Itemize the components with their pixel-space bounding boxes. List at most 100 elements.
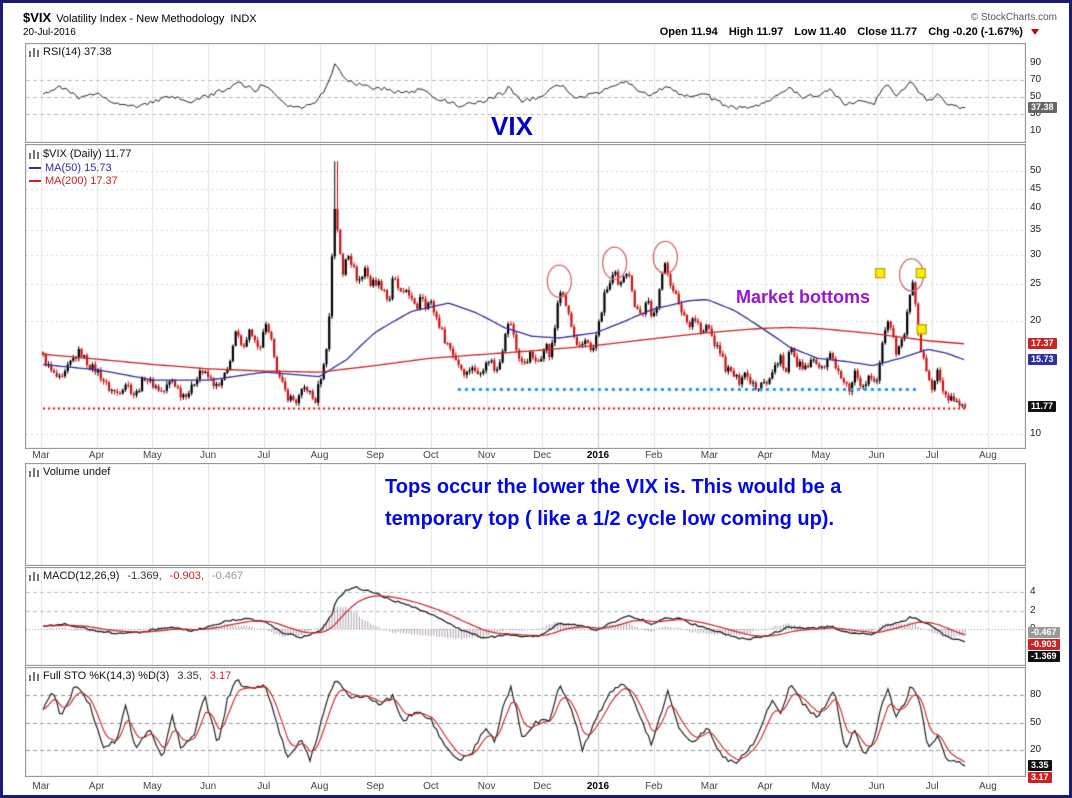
- ohlc-quote: Open 11.94 High 11.97 Low 11.40 Close 11.77 …: [652, 26, 1039, 38]
- price-legend-main: $VIX (Daily) 11.77: [29, 148, 131, 160]
- macd-legend: MACD(12,26,9) -1.369, -0.903, -0.467: [29, 570, 243, 582]
- month-label: Mar: [700, 781, 718, 792]
- month-label: Aug: [978, 450, 997, 461]
- high-label: High: [728, 26, 754, 38]
- open-label: Open: [659, 26, 688, 38]
- volume-legend: Volume undef: [29, 466, 110, 478]
- low-value: 11.40: [819, 26, 847, 38]
- axis-tick-label: 4: [1030, 586, 1036, 598]
- last-value-box: -0.903: [1028, 639, 1060, 651]
- close-label: Close: [857, 26, 888, 38]
- axis-tick-label: 2: [1030, 604, 1036, 616]
- axis-tick-label: 30: [1030, 248, 1042, 260]
- market-bottoms-annotation: Market bottoms: [736, 287, 871, 307]
- axis-tick-label: 30: [1030, 107, 1042, 119]
- axis-tick-label: 40: [1030, 201, 1042, 213]
- last-value-box: 3.17: [1028, 771, 1052, 783]
- ticker-symbol: $VIX: [23, 10, 52, 25]
- month-label: Jul: [925, 450, 939, 461]
- macd-value-2: -0.903,: [169, 570, 204, 582]
- sto-panel-canvas: [25, 667, 1026, 777]
- volume-legend-text: Volume undef: [43, 466, 111, 478]
- macd-value-1: -1.369,: [127, 570, 162, 582]
- axis-tick-label: 20: [1030, 744, 1042, 756]
- month-label: Jun: [200, 781, 217, 792]
- month-label: 2016: [586, 450, 610, 461]
- axis-tick-label: 80: [1030, 688, 1042, 700]
- ma200-line-swatch: [29, 180, 41, 182]
- month-label: Aug: [310, 781, 329, 792]
- sto-legend-name: Full STO %K(14,3) %D(3): [43, 670, 170, 682]
- month-label: Mar: [32, 781, 50, 792]
- axis-tick-label: 90: [1030, 57, 1042, 69]
- sto-legend: Full STO %K(14,3) %D(3) 3.35, 3.17: [29, 670, 231, 682]
- month-label: Jul: [257, 781, 271, 792]
- month-label: Apr: [757, 781, 773, 792]
- month-label: Nov: [477, 450, 496, 461]
- axis-tick-label: 10: [1030, 124, 1042, 136]
- month-label: Feb: [645, 450, 663, 461]
- month-label: Dec: [533, 450, 552, 461]
- last-value-box: -0.467: [1028, 627, 1060, 639]
- last-value-box: 37.38: [1028, 101, 1057, 113]
- chart-title: Volatility Index - New Methodology: [56, 13, 225, 25]
- axis-tick-label: 20: [1030, 314, 1042, 326]
- month-label: Apr: [88, 450, 105, 461]
- month-label: Jul: [925, 781, 939, 792]
- month-label: Jun: [868, 450, 885, 461]
- month-label: Feb: [645, 781, 663, 792]
- month-label: Oct: [423, 450, 439, 461]
- month-label: Aug: [310, 450, 329, 461]
- axis-tick-label: 35: [1030, 223, 1042, 235]
- last-value-box: 17.37: [1028, 337, 1057, 349]
- note-annotation: Tops occur the lower the VIX is. This wo…: [385, 471, 841, 535]
- panel-type-icon: [29, 48, 39, 57]
- chart-date: 20-Jul-2016: [23, 27, 76, 38]
- price-legend-ma200: MA(200) 17.37: [29, 175, 118, 187]
- rsi-panel-canvas: [25, 43, 1026, 143]
- panel-type-icon: [29, 150, 39, 159]
- month-label: Nov: [477, 781, 496, 792]
- axis-tick-label: 25: [1030, 278, 1042, 290]
- panel-type-icon: [29, 468, 39, 477]
- month-label: Aug: [978, 781, 997, 792]
- axis-tick-label: 50: [1030, 165, 1042, 177]
- exchange-label: INDX: [230, 13, 257, 25]
- month-label: May: [142, 781, 162, 792]
- month-label: May: [142, 450, 162, 461]
- last-value-box: 3.35: [1028, 759, 1052, 771]
- axis-tick-label: 50: [1030, 716, 1042, 728]
- month-label: Jun: [868, 781, 885, 792]
- note-line-2: temporary top ( like a 1/2 cycle low com…: [385, 508, 835, 530]
- month-label: Jun: [200, 450, 217, 461]
- header-row: $VIX Volatility Index - New Methodology IN…: [23, 10, 257, 25]
- panel-type-icon: [29, 572, 39, 581]
- month-label: Sep: [366, 450, 385, 461]
- ma200-legend-text: MA(200) 17.37: [45, 175, 118, 187]
- high-value: 11.97: [756, 26, 784, 38]
- panel-type-icon: [29, 672, 39, 681]
- rsi-legend: RSI(14) 37.38: [29, 46, 111, 58]
- price-panel-canvas: [25, 144, 1026, 449]
- month-label: Sep: [366, 781, 385, 792]
- vix-annotation: VIX: [491, 111, 533, 141]
- month-label: Oct: [423, 781, 439, 792]
- stockcharts-credit: © StockCharts.com: [970, 12, 1057, 23]
- ma50-line-swatch: [29, 167, 41, 169]
- month-label: May: [811, 450, 831, 461]
- low-label: Low: [794, 26, 817, 38]
- month-label: 2016: [586, 781, 610, 792]
- volume-panel-canvas: [25, 463, 1026, 566]
- change-down-triangle-icon: [1031, 29, 1039, 35]
- month-label: May: [811, 781, 831, 792]
- month-label: Mar: [32, 450, 50, 461]
- price-legend-text: $VIX (Daily) 11.77: [43, 148, 132, 160]
- last-value-box: -1.369: [1028, 651, 1060, 663]
- month-label: Dec: [533, 781, 552, 792]
- macd-value-3: -0.467: [211, 570, 244, 582]
- month-label: Mar: [700, 450, 718, 461]
- rsi-legend-text: RSI(14) 37.38: [43, 46, 112, 58]
- chg-label: Chg: [928, 26, 950, 38]
- price-legend-ma50: MA(50) 15.73: [29, 162, 112, 174]
- axis-tick-label: 50: [1030, 91, 1042, 102]
